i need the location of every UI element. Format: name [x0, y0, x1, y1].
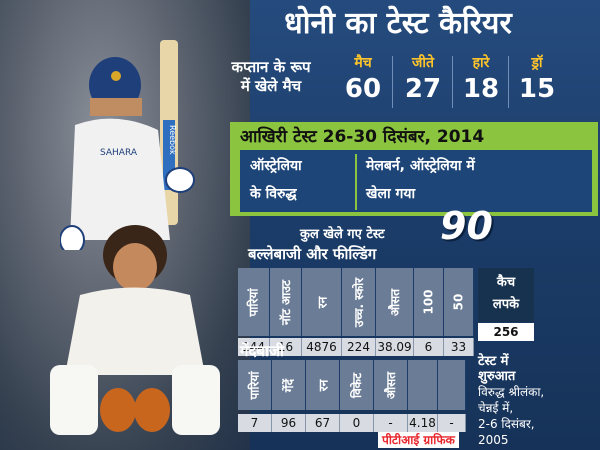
captain-label: कप्तान के रूप में खेले मैच: [205, 58, 337, 96]
face-shape: [113, 243, 157, 291]
opponent-line1: ऑस्ट्रेलिया: [250, 158, 302, 174]
batting-col-average: औसत 38.09: [376, 268, 414, 356]
bowling-heading: गेंदबाजी: [240, 342, 284, 360]
batsman-figure: Reebok SAHARA: [60, 40, 195, 250]
column-header: 50: [451, 293, 466, 311]
last-test-title: आखिरी टेस्ट 26-30 दिसंबर, 2014: [240, 127, 485, 147]
batting-col-hundreds: 100 6: [414, 268, 444, 356]
glove-icon: [165, 167, 195, 193]
batting-table: पारियां 144 नॉट आउट 16 रन 4876 उच्च. स्क…: [238, 268, 474, 356]
column-header: नॉट आउट: [279, 279, 294, 325]
cell-value: 96: [272, 414, 306, 432]
column-header: गेंदें: [281, 378, 296, 392]
batting-heading: बल्लेबाजी और फील्डिंग: [248, 245, 377, 263]
venue-line2: खेला गया: [366, 186, 416, 202]
cell-value: 144: [238, 338, 270, 356]
stat-label: मैच: [354, 55, 372, 71]
debut-line1: विरुद्ध श्रीलंका,: [478, 385, 545, 399]
right-pad: [172, 365, 220, 435]
catches-header-line1: कैच: [496, 275, 516, 290]
debut-line4: 2005: [478, 433, 509, 447]
cell-value: 38.09: [376, 338, 414, 356]
column-header: पारियां: [247, 370, 262, 400]
batting-col-runs: रन 4876: [302, 268, 342, 356]
cell-value: 7: [238, 414, 272, 432]
column-header: 100: [421, 289, 436, 315]
jersey-shape: [70, 118, 170, 240]
total-tests-label: कुल खेले गए टेस्ट: [300, 227, 385, 242]
bowling-col-economy: 4.18: [408, 360, 438, 432]
last-test-venue: मेलबर्न, ऑस्ट्रेलिया में खेला गया: [366, 152, 588, 208]
cell-value: 33: [444, 338, 474, 356]
divider: [392, 56, 393, 108]
stat-value: 18: [462, 74, 500, 104]
last-test-opponent: ऑस्ट्रेलिया के विरुद्ध: [250, 152, 350, 208]
cell-value: 224: [342, 338, 376, 356]
cell-value: -: [374, 414, 408, 432]
stat-value: 60: [344, 74, 382, 104]
captain-label-line1: कप्तान के रूप: [231, 58, 311, 76]
stat-value: 27: [404, 74, 442, 104]
catches-value: 256: [478, 323, 534, 341]
bowling-col-runs: रन 67: [306, 360, 340, 432]
divider: [508, 56, 509, 108]
stat-value: 15: [518, 74, 556, 104]
cell-value: 4876: [302, 338, 342, 356]
cell-value: 67: [306, 414, 340, 432]
bowling-col-extra: -: [438, 360, 466, 432]
stat-lost: हारे 18: [456, 52, 506, 104]
opponent-line2: के विरुद्ध: [250, 186, 297, 202]
wicketkeeper-figure: [50, 225, 220, 435]
bowling-col-balls: गेंदें 96: [272, 360, 306, 432]
stat-drawn: ड्रॉ 15: [512, 52, 562, 104]
column-header: औसत: [383, 371, 398, 399]
debut-heading-line1: टेस्ट में: [478, 354, 509, 369]
page-title: धोनी का टेस्ट कैरियर: [284, 6, 512, 41]
column-header: रन: [314, 296, 329, 308]
column-header: उच्च. स्कोर: [352, 277, 367, 327]
batting-col-highscore: उच्च. स्कोर 224: [342, 268, 376, 356]
stat-matches: मैच 60: [338, 52, 388, 104]
venue-line1: मेलबर्न, ऑस्ट्रेलिया में: [366, 158, 475, 174]
cell-value: 0: [340, 414, 374, 432]
captain-label-line2: में खेले मैच: [240, 77, 302, 95]
catches-header: कैच लपके: [478, 268, 534, 322]
bowling-col-wickets: विकेट 0: [340, 360, 374, 432]
keeping-glove-icon: [100, 388, 136, 432]
keeper-shirt: [65, 287, 205, 375]
stat-won: जीते 27: [398, 52, 448, 104]
debut-heading-line2: शुरुआत: [478, 369, 516, 384]
batting-col-innings: पारियां 144: [238, 268, 270, 356]
batting-col-notout: नॉट आउट 16: [270, 268, 302, 356]
column-header: पारियां: [246, 287, 261, 317]
column-header: औसत: [387, 288, 402, 316]
catches-header-line2: लपके: [492, 297, 520, 312]
column-header: रन: [315, 379, 330, 391]
cell-value: -: [438, 414, 466, 432]
cell-value: 4.18: [408, 414, 438, 432]
divider: [452, 56, 453, 108]
cell-value: 6: [414, 338, 444, 356]
bowling-col-innings: पारियां 7: [238, 360, 272, 432]
graphic-credit: पीटीआई ग्राफिक: [378, 432, 459, 448]
total-tests-value: 90: [440, 204, 493, 248]
cell-value: 16: [270, 338, 302, 356]
column-header: विकेट: [349, 372, 364, 398]
stat-label: हारे: [472, 55, 490, 71]
bat-brand-label: Reebok: [168, 125, 177, 155]
debut-line2: चेन्नई में,: [478, 401, 514, 415]
debut-line3: 2-6 दिसंबर,: [478, 417, 535, 431]
last-test-details: [240, 150, 592, 212]
divider: [355, 154, 357, 210]
bowling-col-average: औसत -: [374, 360, 408, 432]
debut-info: टेस्ट में शुरुआत विरुद्ध श्रीलंका, चेन्न…: [478, 354, 596, 448]
stat-label: जीते: [412, 55, 434, 71]
stat-label: ड्रॉ: [531, 55, 543, 71]
shirt-text: SAHARA: [100, 148, 138, 158]
batting-col-fifties: 50 33: [444, 268, 474, 356]
left-pad: [50, 365, 98, 435]
bowling-table: पारियां 7 गेंदें 96 रन 67 विकेट 0 औसत - …: [238, 360, 466, 432]
